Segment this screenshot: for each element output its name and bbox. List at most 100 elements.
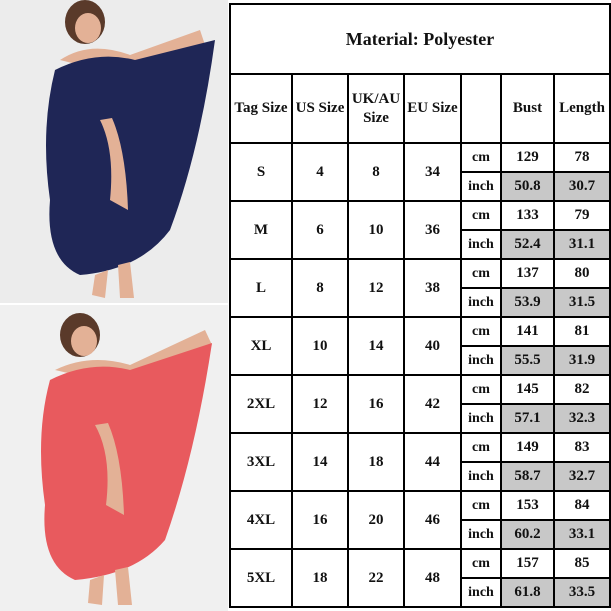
uk-size-cell: 8 xyxy=(347,142,405,202)
eu-size-cell: 42 xyxy=(403,374,462,434)
length-inch-cell: 33.5 xyxy=(553,577,611,608)
uk-size-cell: 22 xyxy=(347,548,405,608)
uk-size-cell: 18 xyxy=(347,432,405,492)
table-row: L 8 12 38 cm 137 80 xyxy=(229,258,611,318)
tag-size-cell: 4XL xyxy=(229,490,293,550)
unit-cm: cm xyxy=(460,432,502,463)
header-unit xyxy=(460,73,502,144)
eu-size-cell: 46 xyxy=(403,490,462,550)
header-eu-size: EU Size xyxy=(403,73,462,144)
unit-cm: cm xyxy=(460,142,502,173)
us-size-cell: 14 xyxy=(291,432,349,492)
unit-inch: inch xyxy=(460,171,502,202)
unit-inch: inch xyxy=(460,345,502,376)
bust-inch-cell: 57.1 xyxy=(500,403,555,434)
unit-inch: inch xyxy=(460,577,502,608)
length-inch-cell: 31.9 xyxy=(553,345,611,376)
unit-inch: inch xyxy=(460,519,502,550)
eu-size-cell: 34 xyxy=(403,142,462,202)
us-size-cell: 16 xyxy=(291,490,349,550)
table-row: 4XL 16 20 46 cm 153 84 xyxy=(229,490,611,550)
unit-cm: cm xyxy=(460,316,502,347)
tag-size-cell: S xyxy=(229,142,293,202)
unit-cm: cm xyxy=(460,200,502,231)
us-size-cell: 6 xyxy=(291,200,349,260)
bust-cm-cell: 145 xyxy=(500,374,555,405)
header-bust: Bust xyxy=(500,73,555,144)
table-row: S 4 8 34 cm 129 78 xyxy=(229,142,611,202)
material-title: Material: Polyester xyxy=(229,3,611,75)
bust-inch-cell: 58.7 xyxy=(500,461,555,492)
length-cm-cell: 81 xyxy=(553,316,611,347)
tag-size-cell: XL xyxy=(229,316,293,376)
bust-cm-cell: 149 xyxy=(500,432,555,463)
unit-cm: cm xyxy=(460,258,502,289)
uk-size-cell: 10 xyxy=(347,200,405,260)
bust-inch-cell: 60.2 xyxy=(500,519,555,550)
table-row-inch: inch 53.9 31.5 xyxy=(230,287,611,318)
unit-inch: inch xyxy=(460,287,502,318)
unit-inch: inch xyxy=(460,229,502,260)
table-row: 2XL 12 16 42 cm 145 82 xyxy=(229,374,611,434)
tag-size-cell: M xyxy=(229,200,293,260)
length-inch-cell: 32.7 xyxy=(553,461,611,492)
bust-inch-cell: 55.5 xyxy=(500,345,555,376)
bust-inch-cell: 61.8 xyxy=(500,577,555,608)
tag-size-cell: 3XL xyxy=(229,432,293,492)
header-tag-size: Tag Size xyxy=(229,73,293,144)
us-size-cell: 18 xyxy=(291,548,349,608)
unit-cm: cm xyxy=(460,490,502,521)
unit-inch: inch xyxy=(460,461,502,492)
model-illustration xyxy=(41,313,212,605)
eu-size-cell: 38 xyxy=(403,258,462,318)
table-row-inch: inch 55.5 31.9 xyxy=(230,345,611,376)
length-inch-cell: 31.5 xyxy=(553,287,611,318)
model-illustration xyxy=(46,0,215,298)
tag-size-cell: 5XL xyxy=(229,548,293,608)
length-cm-cell: 78 xyxy=(553,142,611,173)
unit-cm: cm xyxy=(460,374,502,405)
length-cm-cell: 84 xyxy=(553,490,611,521)
navy-wrap-dress-photo xyxy=(0,0,228,303)
length-inch-cell: 33.1 xyxy=(553,519,611,550)
table-row: 5XL 18 22 48 cm 157 85 xyxy=(229,548,611,608)
header-length: Length xyxy=(553,73,611,144)
length-inch-cell: 32.3 xyxy=(553,403,611,434)
size-chart-table: Material: Polyester Tag Size US Size UK/… xyxy=(229,3,611,608)
length-inch-cell: 31.1 xyxy=(553,229,611,260)
bust-inch-cell: 53.9 xyxy=(500,287,555,318)
length-cm-cell: 85 xyxy=(553,548,611,579)
us-size-cell: 12 xyxy=(291,374,349,434)
header-uk-au-size: UK/AU Size xyxy=(347,73,405,144)
eu-size-cell: 44 xyxy=(403,432,462,492)
uk-size-cell: 14 xyxy=(347,316,405,376)
table-row: M 6 10 36 cm 133 79 xyxy=(229,200,611,260)
us-size-cell: 10 xyxy=(291,316,349,376)
bust-cm-cell: 129 xyxy=(500,142,555,173)
length-cm-cell: 82 xyxy=(553,374,611,405)
table-row-inch: inch 60.2 33.1 xyxy=(230,519,611,550)
unit-inch: inch xyxy=(460,403,502,434)
bust-cm-cell: 157 xyxy=(500,548,555,579)
unit-cm: cm xyxy=(460,548,502,579)
uk-size-cell: 20 xyxy=(347,490,405,550)
uk-size-cell: 16 xyxy=(347,374,405,434)
length-cm-cell: 79 xyxy=(553,200,611,231)
length-cm-cell: 80 xyxy=(553,258,611,289)
coral-wrap-dress-photo xyxy=(0,305,228,611)
table-row-inch: inch 58.7 32.7 xyxy=(230,461,611,492)
table-row-inch: inch 50.8 30.7 xyxy=(230,171,611,202)
bust-cm-cell: 137 xyxy=(500,258,555,289)
table-row: XL 10 14 40 cm 141 81 xyxy=(229,316,611,376)
bust-inch-cell: 50.8 xyxy=(500,171,555,202)
table-row-inch: inch 57.1 32.3 xyxy=(230,403,611,434)
bust-cm-cell: 133 xyxy=(500,200,555,231)
us-size-cell: 4 xyxy=(291,142,349,202)
length-cm-cell: 83 xyxy=(553,432,611,463)
bust-cm-cell: 153 xyxy=(500,490,555,521)
length-inch-cell: 30.7 xyxy=(553,171,611,202)
tag-size-cell: L xyxy=(229,258,293,318)
uk-size-cell: 12 xyxy=(347,258,405,318)
us-size-cell: 8 xyxy=(291,258,349,318)
table-row-inch: inch 61.8 33.5 xyxy=(230,577,611,608)
